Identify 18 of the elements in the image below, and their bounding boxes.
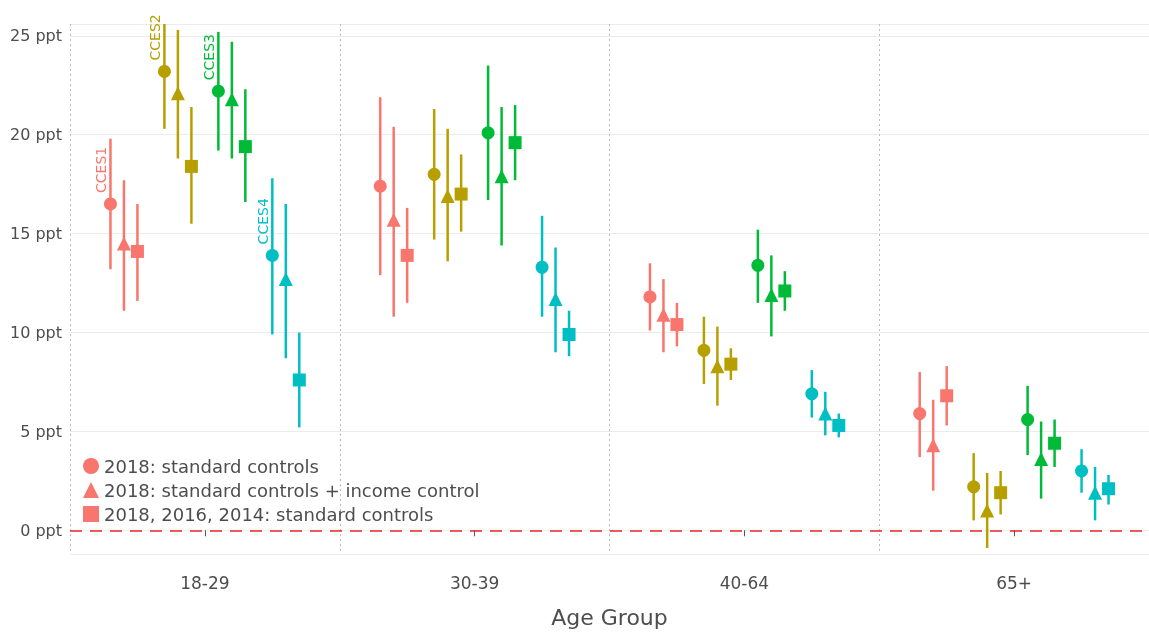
y-tick-label: 25 ppt [9, 26, 62, 46]
legend-label: 2018, 2016, 2014: standard controls [104, 503, 434, 525]
x-tick-label: 40-64 [719, 572, 770, 593]
y-tick-label: 5 ppt [20, 421, 62, 441]
y-tick-label: 15 ppt [9, 224, 62, 244]
y-tick-label: 20 ppt [9, 125, 62, 145]
x-tick-label: 65+ [996, 572, 1033, 593]
annotation: CCES3 [201, 34, 218, 81]
y-tick-label: 0 ppt [20, 520, 62, 540]
annotation: CCES4 [255, 198, 272, 245]
annotation: CCES1 [93, 146, 110, 193]
x-tick-label: 18-29 [180, 572, 230, 593]
legend-label: 2018: standard controls + income control [104, 479, 480, 501]
legend-label: 2018: standard controls [104, 455, 319, 477]
x-axis-title: Age Group [551, 604, 668, 630]
y-tick-label: 10 ppt [9, 323, 62, 343]
annotation: CCES2 [147, 14, 164, 61]
x-tick-label: 30-39 [449, 572, 500, 593]
